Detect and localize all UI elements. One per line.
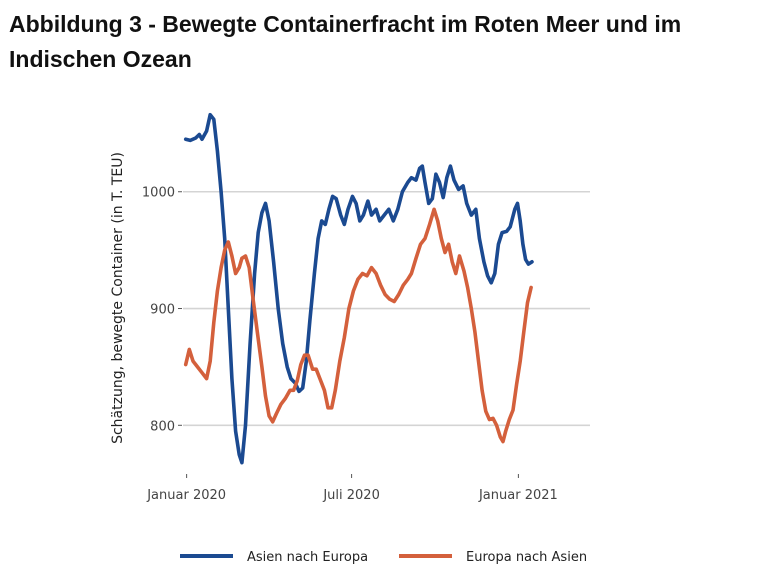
x-tick-label: Januar 2021 xyxy=(478,488,558,503)
y-axis-label: Schätzung, bewegte Container (in T. TEU) xyxy=(110,152,126,444)
chart-title: Abbildung 3 - Bewegte Containerfracht im… xyxy=(9,11,682,72)
x-axis-ticks: Januar 2020 Juli 2020 Januar 2021 xyxy=(146,474,558,503)
legend-label-2: Europa nach Asien xyxy=(466,550,587,565)
gridlines xyxy=(183,190,590,427)
series-line-2 xyxy=(183,207,533,444)
legend: Asien nach Europa Europa nach Asien xyxy=(180,550,587,565)
series-lines xyxy=(183,112,534,465)
x-tick-label: Juli 2020 xyxy=(322,488,380,503)
x-tick-label: Januar 2020 xyxy=(146,488,226,503)
y-tick-label: 900 xyxy=(150,303,175,318)
y-tick-label: 800 xyxy=(150,419,175,434)
series-line-1 xyxy=(183,112,534,465)
y-axis-ticks: 800 900 1000 xyxy=(142,186,182,434)
y-tick-label: 1000 xyxy=(142,186,175,201)
legend-label-1: Asien nach Europa xyxy=(247,550,368,565)
